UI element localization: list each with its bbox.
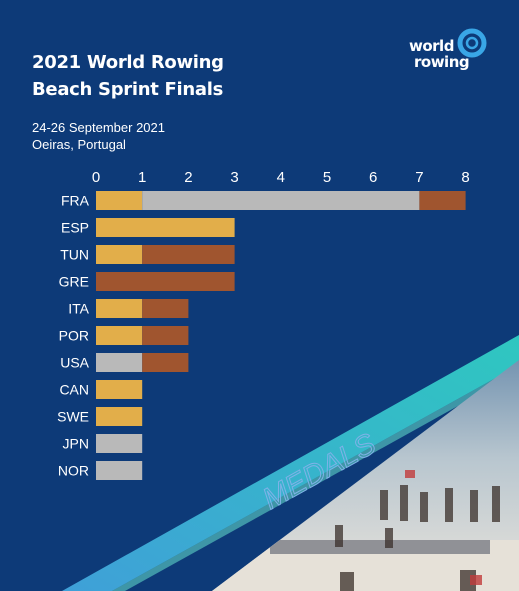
category-label: POR — [59, 328, 89, 344]
bar-por-gold — [96, 326, 143, 345]
bar-tun-gold — [96, 245, 143, 264]
title-line-2: Beach Sprint Finals — [32, 79, 224, 100]
bar-usa-bronze — [142, 353, 189, 372]
bar-fra-gold — [96, 191, 143, 210]
bar-nor-silver — [96, 461, 143, 480]
bar-por-bronze — [142, 326, 189, 345]
category-label: CAN — [59, 382, 89, 398]
logo-word-world: world — [409, 37, 454, 55]
bars — [96, 191, 466, 480]
category-label: USA — [60, 355, 89, 371]
event-dates: 24-26 September 2021 — [32, 120, 165, 135]
bar-fra-bronze — [419, 191, 466, 210]
category-label: FRA — [61, 193, 90, 209]
x-tick-label: 4 — [277, 169, 285, 186]
bar-usa-silver — [96, 353, 143, 372]
stripe-highlight — [112, 365, 519, 591]
category-label: GRE — [59, 274, 89, 290]
bar-fra-silver — [142, 191, 420, 210]
bar-can-gold — [96, 380, 143, 399]
title-line-1: 2021 World Rowing — [32, 52, 224, 73]
event-location: Oeiras, Portugal — [32, 137, 126, 152]
x-tick-label: 6 — [369, 169, 377, 186]
bar-tun-bronze — [142, 245, 235, 264]
category-label: TUN — [60, 247, 89, 263]
x-tick-label: 5 — [323, 169, 331, 186]
category-label: SWE — [57, 409, 89, 425]
x-tick-label: 0 — [92, 169, 100, 186]
x-tick-label: 2 — [184, 169, 192, 186]
x-tick-label: 3 — [230, 169, 238, 186]
bar-ita-bronze — [142, 299, 189, 318]
x-tick-label: 1 — [138, 169, 146, 186]
category-label: ESP — [61, 220, 89, 236]
x-tick-label: 8 — [461, 169, 469, 186]
x-tick-label: 7 — [415, 169, 423, 186]
category-label: NOR — [58, 463, 89, 479]
category-label: JPN — [63, 436, 89, 452]
bar-esp-gold — [96, 218, 235, 237]
category-label: ITA — [68, 301, 89, 317]
bar-ita-gold — [96, 299, 143, 318]
bar-gre-bronze — [96, 272, 235, 291]
y-axis: FRA ESP TUN GRE ITA POR USA CAN SWE JPN NOR — [57, 193, 90, 479]
bar-jpn-silver — [96, 434, 143, 453]
diagonal-stripe — [62, 335, 519, 591]
logo-word-rowing: rowing — [414, 53, 470, 71]
bar-swe-gold — [96, 407, 143, 426]
ring-logo-icon — [457, 28, 487, 58]
x-axis: 0 1 2 3 4 5 6 7 8 — [92, 169, 470, 186]
